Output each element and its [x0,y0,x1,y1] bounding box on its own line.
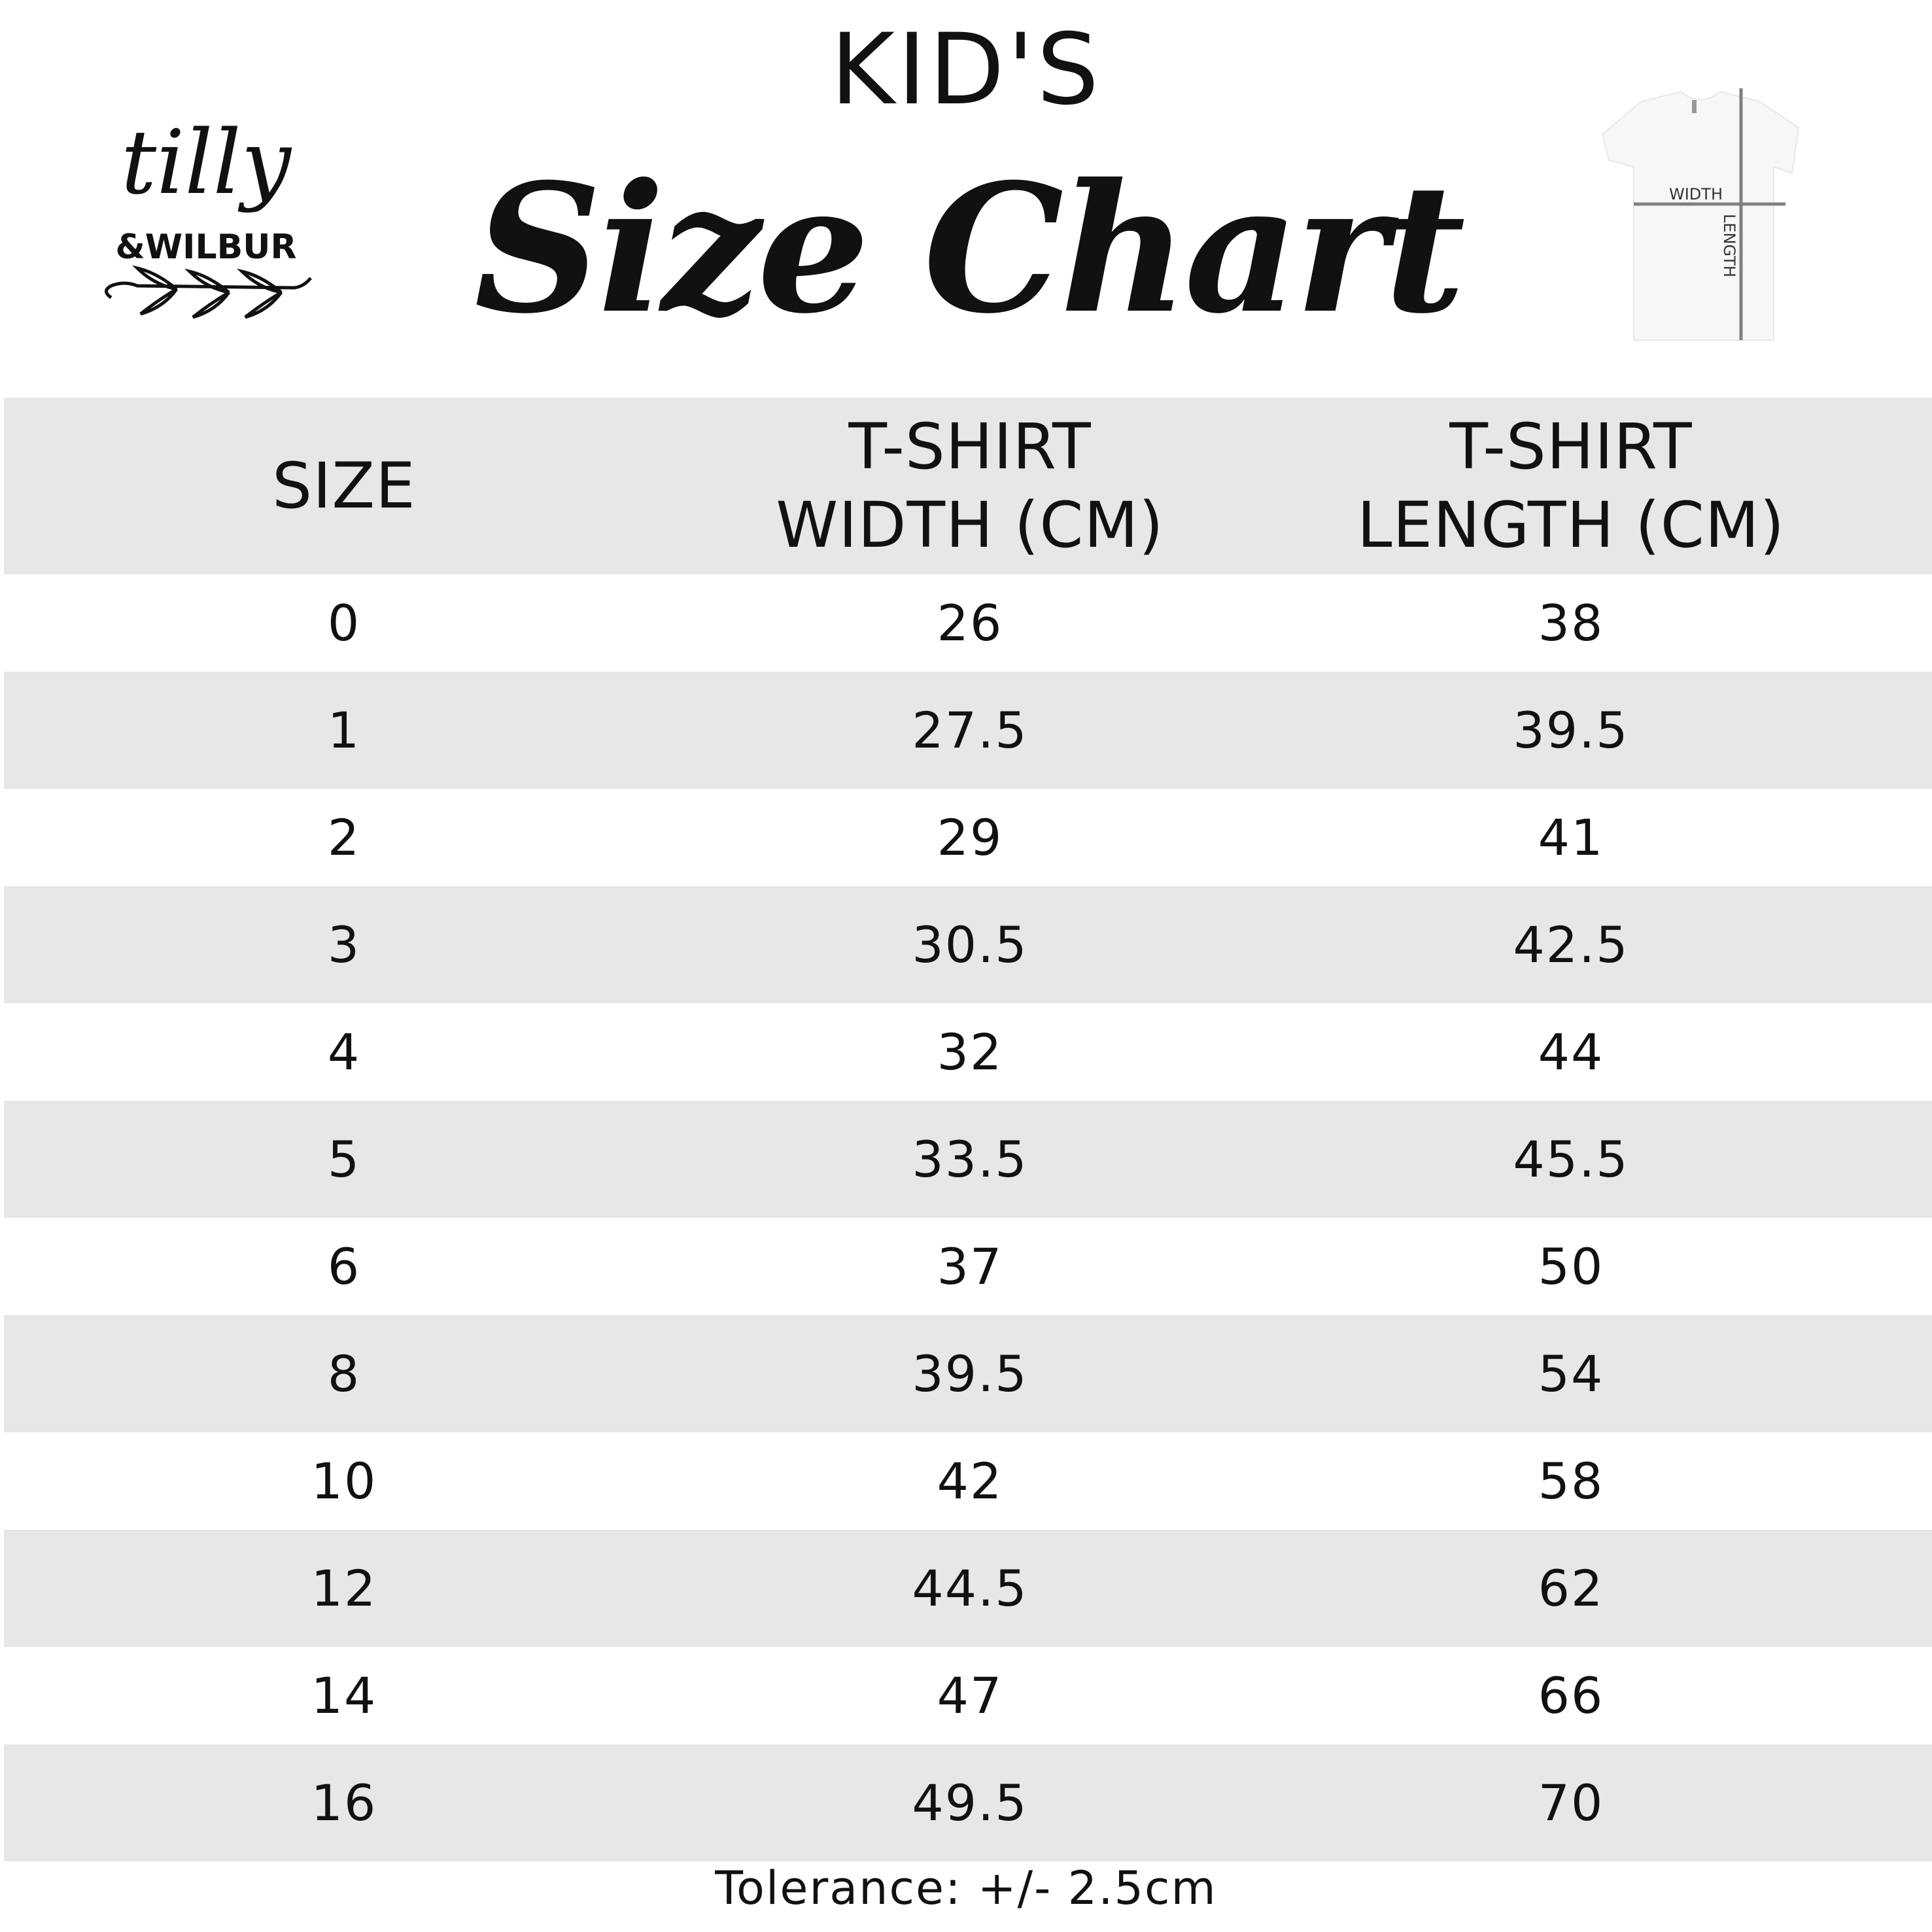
width-cell: 44.5 [912,1559,1028,1617]
size-cell: 4 [327,1023,361,1081]
width-cell: 29 [937,808,1003,867]
size-cell: 14 [311,1666,377,1725]
length-cell: 62 [1538,1559,1604,1617]
width-cell: 37 [937,1237,1003,1296]
tolerance-note: Tolerance: +/- 2.5cm [715,1861,1217,1915]
width-cell: 26 [937,594,1003,652]
size-cell: 8 [327,1345,361,1403]
size-cell: 12 [311,1559,377,1617]
table-row: 3 30.5 42.5 [4,886,1932,1003]
column-header-size: SIZE [272,449,416,523]
size-cell: 1 [327,701,361,759]
page-title: Size Chart [474,145,1466,353]
size-cell: 5 [327,1130,361,1188]
table-row: 6 37 50 [4,1218,1932,1315]
kicker-heading: KID'S [830,13,1102,127]
length-cell: 44 [1538,1023,1604,1081]
table-row: 1 27.5 39.5 [4,672,1932,789]
length-cell: 50 [1538,1237,1604,1296]
length-cell: 42.5 [1513,916,1629,974]
size-cell: 10 [311,1452,377,1510]
size-cell: 2 [327,808,361,867]
length-cell: 66 [1538,1666,1604,1725]
size-table: SIZE T-SHIRT WIDTH (CM) T-SHIRT LENGTH (… [4,398,1932,1861]
length-cell: 70 [1538,1774,1604,1832]
tshirt-measure-diagram: WIDTH LENGTH [1596,88,1805,350]
table-row: 16 49.5 70 [4,1744,1932,1861]
size-cell: 0 [327,594,361,652]
column-header-width: T-SHIRT WIDTH (CM) [776,410,1164,562]
size-cell: 3 [327,916,361,974]
width-cell: 47 [937,1666,1003,1725]
width-cell: 32 [937,1023,1003,1081]
size-cell: 6 [327,1237,361,1296]
width-cell: 30.5 [912,916,1028,974]
width-label: WIDTH [1669,185,1723,203]
svg-text:&WILBUR: &WILBUR [115,228,296,267]
length-cell: 45.5 [1513,1130,1629,1188]
table-row: 5 33.5 45.5 [4,1101,1932,1218]
brand-logo: tilly &WILBUR [92,95,320,324]
length-cell: 38 [1538,594,1604,652]
size-cell: 16 [311,1774,377,1832]
length-cell: 41 [1538,808,1604,867]
width-cell: 49.5 [912,1774,1028,1832]
length-cell: 54 [1538,1345,1604,1403]
width-cell: 27.5 [912,701,1028,759]
table-row: 8 39.5 54 [4,1315,1932,1432]
table-header: SIZE T-SHIRT WIDTH (CM) T-SHIRT LENGTH (… [4,398,1932,574]
width-cell: 33.5 [912,1130,1028,1188]
table-row: 0 26 38 [4,574,1932,672]
width-cell: 39.5 [912,1345,1028,1403]
table-row: 10 42 58 [4,1432,1932,1530]
table-row: 4 32 44 [4,1003,1932,1101]
length-cell: 58 [1538,1452,1604,1510]
length-cell: 39.5 [1513,701,1629,759]
table-row: 14 47 66 [4,1647,1932,1744]
table-row: 12 44.5 62 [4,1530,1932,1647]
length-label: LENGTH [1720,214,1738,277]
table-row: 2 29 41 [4,789,1932,886]
column-header-length: T-SHIRT LENGTH (CM) [1356,410,1785,562]
width-cell: 42 [937,1452,1003,1510]
svg-text:tilly: tilly [121,111,292,214]
